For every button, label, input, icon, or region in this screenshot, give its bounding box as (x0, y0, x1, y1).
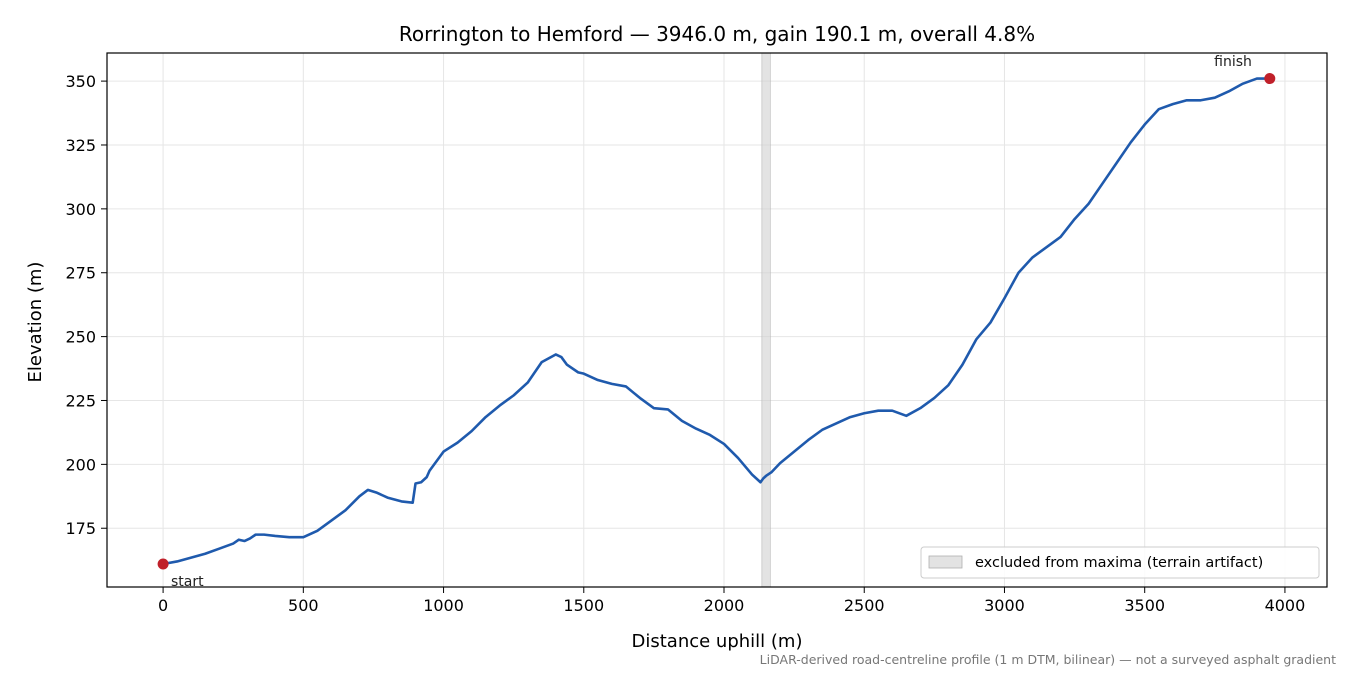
legend-box (920, 546, 1320, 579)
x-tick-label: 1500 (563, 596, 604, 615)
x-tick-label: 3500 (1124, 596, 1165, 615)
excluded-band (761, 52, 771, 588)
y-tick-label: 325 (65, 136, 96, 155)
x-tick-label: 500 (288, 596, 319, 615)
grid (107, 53, 1327, 587)
legend-label-excluded: excluded from maxima (terrain artifact) (975, 555, 1263, 571)
marker-layer (157, 73, 1276, 570)
y-tick-label: 250 (65, 328, 96, 347)
x-axis-title: Distance uphill (m) (632, 631, 803, 652)
legend-swatch-excluded (928, 555, 963, 569)
chart-title: Rorrington to Hemford — 3946.0 m, gain 1… (399, 22, 1035, 46)
excluded-band-layer (761, 52, 771, 588)
axes (106, 52, 1328, 588)
y-ticks: 175 200 225 250 275 300 325 350 (65, 72, 107, 538)
x-tick-label: 2000 (704, 596, 745, 615)
x-tick-label: 3000 (984, 596, 1025, 615)
y-tick-label: 275 (65, 264, 96, 283)
x-tick-label: 2500 (844, 596, 885, 615)
series-layer (161, 77, 1272, 566)
elevation-line (161, 77, 1272, 566)
start-marker (157, 558, 169, 570)
x-ticks: 0 500 1000 1500 2000 2500 3000 3500 4000 (158, 587, 1305, 615)
y-tick-label: 350 (65, 72, 96, 91)
x-tick-label: 1000 (423, 596, 464, 615)
x-tick-label: 0 (158, 596, 168, 615)
plot-frame (106, 52, 1328, 588)
y-tick-label: 175 (65, 519, 96, 538)
y-tick-label: 200 (65, 455, 96, 474)
start-annotation: start (171, 574, 204, 590)
legend: excluded from maxima (terrain artifact) (920, 546, 1320, 579)
footnote: LiDAR-derived road-centreline profile (1… (760, 652, 1336, 667)
finish-marker (1264, 73, 1276, 85)
x-tick-label: 4000 (1265, 596, 1306, 615)
y-tick-label: 300 (65, 200, 96, 219)
y-axis-title: Elevation (m) (25, 262, 46, 383)
y-tick-label: 225 (65, 391, 96, 410)
finish-annotation: finish (1214, 54, 1252, 70)
